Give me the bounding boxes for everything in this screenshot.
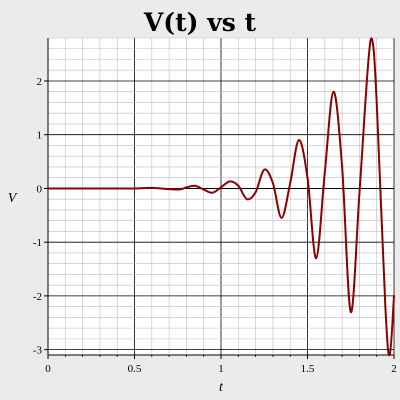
series-group xyxy=(47,37,395,357)
tick-labels: 0 0.5 1 1.5 2 -3 -2 -1 0 1 2 xyxy=(33,76,397,375)
x-tick-label: 0.5 xyxy=(128,363,142,375)
y-tick-label: -1 xyxy=(33,237,42,249)
tick-marks xyxy=(44,80,395,359)
x-tick-label: 0 xyxy=(45,363,51,375)
grid-lines xyxy=(47,37,395,355)
chart-title: V(t) vs t xyxy=(143,8,257,37)
y-tick-label: 2 xyxy=(37,76,43,88)
y-axis-label: V xyxy=(8,191,18,206)
y-tick-label: 1 xyxy=(37,130,43,142)
y-tick-label: 0 xyxy=(37,183,43,195)
y-tick-label: -2 xyxy=(33,291,42,303)
y-tick-label: -3 xyxy=(33,345,43,357)
x-tick-label: 1 xyxy=(218,363,224,375)
x-axis-label: t xyxy=(219,380,224,395)
x-tick-label: 2 xyxy=(391,363,397,375)
x-tick-label: 1.5 xyxy=(301,363,315,375)
series-line-0 xyxy=(47,37,395,357)
